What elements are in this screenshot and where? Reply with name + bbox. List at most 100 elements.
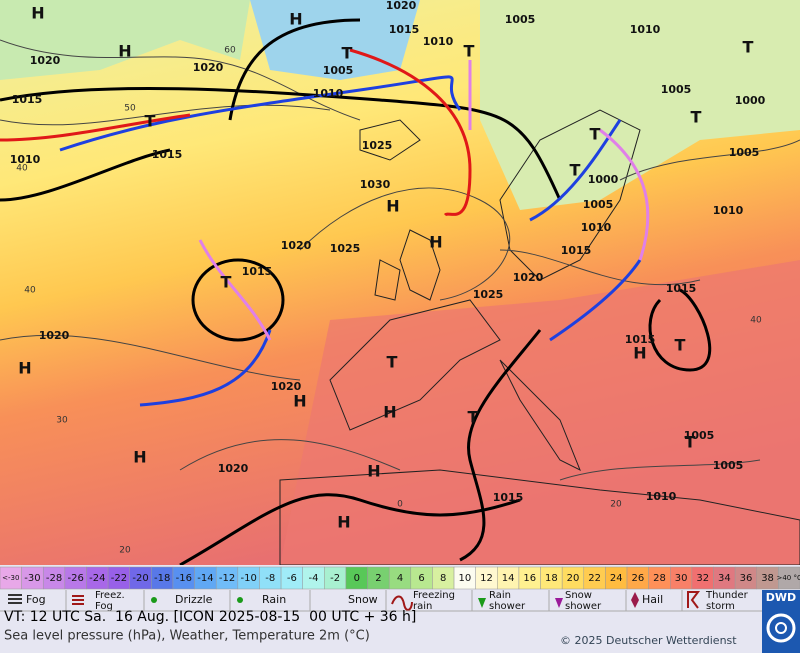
isobar-label: 1015 [561,244,592,257]
scale-label: 2 [375,573,381,584]
scale-label: 36 [740,573,753,584]
cold-front [529,119,622,222]
weather-legend-label: Snow [348,593,378,606]
isobar-label: 1005 [684,429,715,442]
isobar-label: 1005 [729,146,760,159]
high-pressure-center: H [429,233,442,252]
low-pressure-center: T [675,336,686,355]
dwd-logo-text: DWD [766,591,796,604]
main-isobars [0,18,712,567]
isobar-label: 1010 [423,35,454,48]
weather-legend-label: rain [413,601,432,612]
scale-label: -22 [111,573,127,584]
isobar-label: 1025 [362,139,393,152]
scale-label: 20 [567,573,580,584]
freezing-fog-icon [72,595,84,605]
occluded-front [198,239,272,341]
weather-legend-label: shower [489,601,526,612]
high-pressure-center: H [289,10,302,29]
scale-label: -12 [219,573,235,584]
weather-legend-label: Fog [26,593,46,606]
scale-label: 26 [631,573,644,584]
grid-label: 20 [610,500,622,510]
scale-label: 10 [458,573,471,584]
scale-label: >40 °C [776,574,800,582]
isobar-label: 1020 [218,462,249,475]
grid-label: 50 [124,104,136,114]
high-pressure-center: H [293,392,306,411]
isobar-label: 1025 [330,242,361,255]
scale-label: -16 [176,573,192,584]
weather-legend-label: Freez. [95,590,125,601]
snow-shower-icon [555,598,563,608]
weather-legend-label: Hail [642,593,663,606]
europe-warm-area [280,260,800,565]
isobar-label: 1020 [193,61,224,74]
scale-label: -26 [68,573,84,584]
scale-label: 28 [653,573,666,584]
dwd-logo-swirl [766,613,796,643]
low-pressure-center: T [342,44,353,63]
isobar-label: 1015 [625,333,656,346]
scale-label: 12 [480,573,493,584]
scale-label: <-30 [2,574,19,582]
low-pressure-center: T [570,161,581,180]
high-pressure-center: H [118,42,131,61]
isobar-label: 1025 [473,288,504,301]
isobar-label: 1020 [513,271,544,284]
low-pressure-center: T [468,408,479,427]
low-pressure-center: T [145,112,156,131]
scale-label: 0 [354,573,360,584]
greenland-temperature [0,0,250,80]
weather-legend-label: Snow [565,590,592,601]
copyright: © 2025 Deutscher Wetterdienst [560,634,737,647]
occluded-front [599,128,650,261]
grid-label: 20 [119,546,131,556]
weather-legend-label: Rain [489,590,511,601]
scale-label: -2 [330,573,340,584]
scale-label: 14 [502,573,515,584]
isobars [0,39,800,481]
scale-label: 30 [675,573,688,584]
isobar-label: 1005 [713,459,744,472]
scale-label: 6 [418,573,424,584]
isobar-label: 1020 [271,380,302,393]
high-pressure-center: H [18,359,31,378]
low-pressure-center: T [691,108,702,127]
grid-label: 40 [16,164,28,174]
isobar-label: 1005 [505,13,536,26]
grid-label: 40 [750,316,762,326]
grid-label: 40 [24,286,36,296]
low-pressure-center: T [743,38,754,57]
drizzle-icon [151,597,157,603]
grid-label: 30 [56,416,68,426]
isobar-label: 1020 [39,329,70,342]
warm-front [0,113,191,142]
isobar-label: 1020 [30,54,61,67]
hail-icon [631,592,639,608]
description: Sea level pressure (hPa), Weather, Tempe… [4,629,370,644]
scale-label: 4 [397,573,403,584]
scale-label: 18 [545,573,558,584]
cold-front [59,75,462,152]
high-pressure-center: H [633,344,646,363]
freezing-rain-icon [391,595,413,611]
isobar-label: 1010 [581,221,612,234]
fog-icon [8,594,22,604]
weather-legend-label: Drizzle [175,593,213,606]
scale-label: -10 [240,573,256,584]
scale-label: 32 [696,573,709,584]
temperature-scale: <-30 -30 -28 -26 -24 -22 -20 -18 -16 -14 -12 -10 -8-… [0,566,800,590]
isobar-label: 1015 [12,93,43,106]
grid-label: 0 [397,500,403,510]
low-pressure-center: T [221,273,232,292]
scale-label: -28 [46,573,62,584]
high-pressure-center: H [367,462,380,481]
high-pressure-center: H [31,4,44,23]
scale-label: -8 [265,573,275,584]
high-pressure-center: H [133,448,146,467]
isobar-label: 1020 [386,0,417,12]
